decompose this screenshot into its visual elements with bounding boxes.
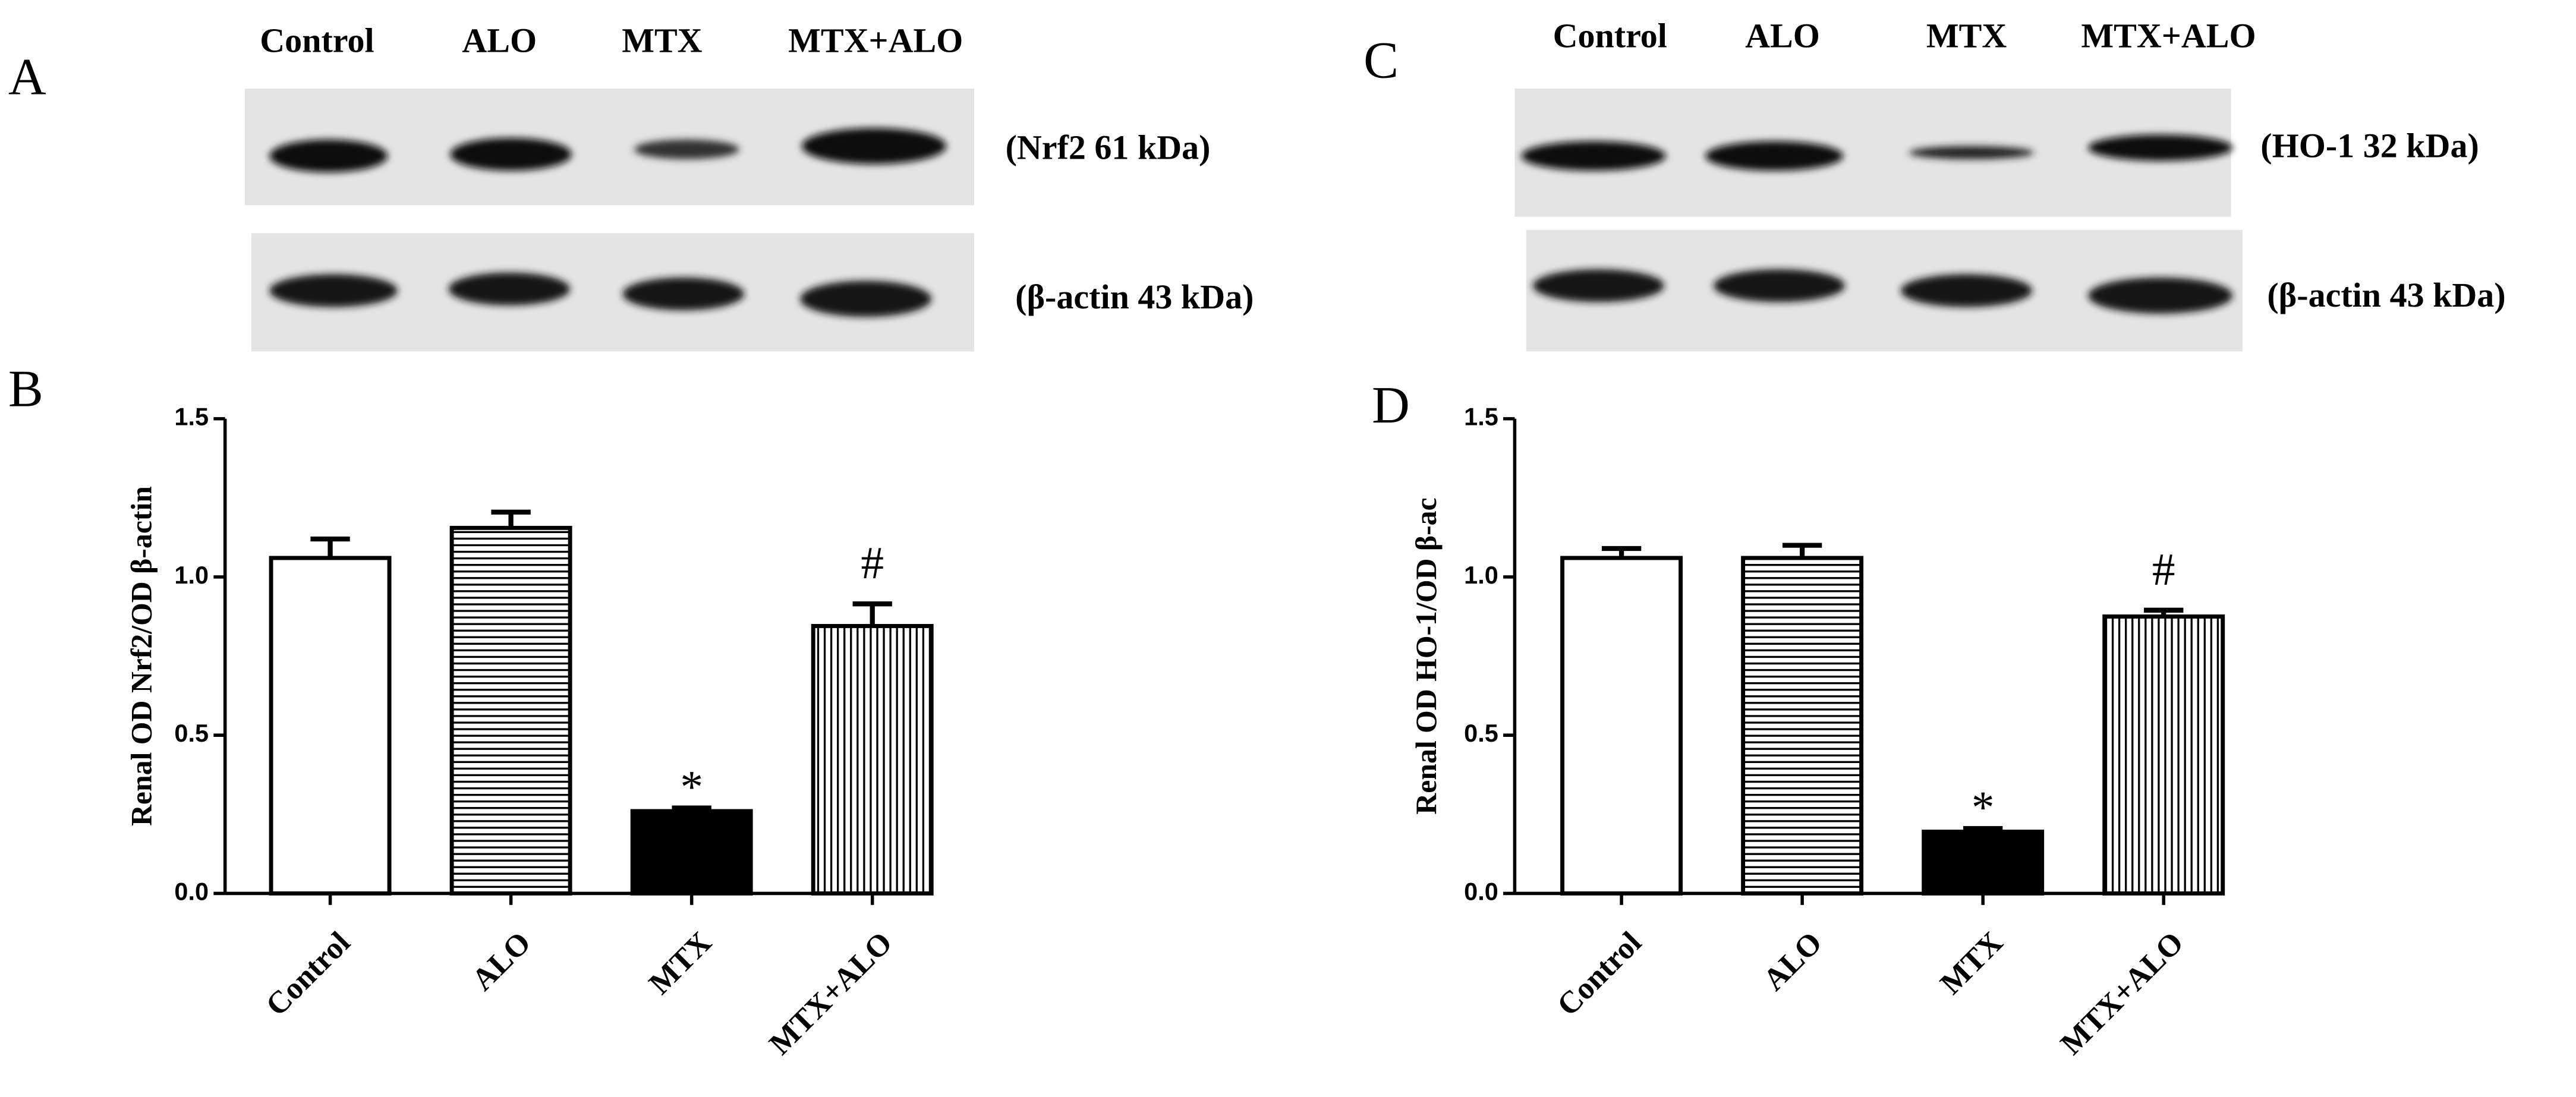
- band: [1532, 269, 1664, 302]
- x-tick-label: MTX: [1933, 925, 2010, 1001]
- blot-c-images: [1514, 89, 2243, 352]
- x-tick-label: MTX+ALO: [2054, 925, 2190, 1061]
- bar: [269, 556, 392, 896]
- significance-mark: *: [1972, 781, 1995, 833]
- band: [1713, 269, 1846, 302]
- significance-mark: #: [2152, 544, 2175, 595]
- y-tick-label: 0.0: [174, 877, 209, 905]
- band-label: (HO-1 32 kDa): [2260, 127, 2479, 165]
- band-label: (β-actin 43 kDa): [2267, 276, 2505, 314]
- panel-letter: B: [8, 360, 43, 418]
- y-tick-label: 1.0: [174, 561, 209, 589]
- band: [622, 277, 745, 311]
- band: [634, 139, 739, 159]
- band: [448, 272, 571, 305]
- band: [800, 280, 932, 317]
- x-tick-label: MTX+ALO: [763, 925, 899, 1061]
- panel-letter: A: [8, 48, 46, 106]
- y-axis-label: Renal OD Nrf2/OD β-actin: [125, 486, 158, 826]
- band: [269, 274, 398, 307]
- bar: [630, 809, 753, 896]
- band: [801, 128, 947, 165]
- y-tick-label: 0.5: [1464, 719, 1498, 747]
- bar: [811, 623, 934, 896]
- y-tick-label: 0.5: [174, 719, 209, 747]
- x-tick-label: ALO: [1756, 925, 1828, 997]
- bar: [1560, 556, 1683, 896]
- lane-label: MTX+ALO: [2081, 16, 2256, 55]
- bar: [1741, 556, 1864, 896]
- band: [450, 137, 572, 171]
- lane-label: MTX: [622, 21, 702, 60]
- band: [1521, 141, 1666, 171]
- bar: [449, 525, 572, 896]
- y-tick-label: 1.0: [1464, 561, 1498, 589]
- y-tick-label: 1.5: [174, 403, 209, 431]
- panel-letter: D: [1372, 376, 1410, 434]
- bar: [1922, 830, 2045, 896]
- bar: [2102, 614, 2225, 896]
- band: [269, 139, 388, 173]
- band: [2088, 134, 2233, 161]
- band: [2088, 277, 2233, 314]
- significance-mark: *: [680, 761, 703, 812]
- lane-label: ALO: [1745, 16, 1820, 55]
- band: [1900, 274, 2033, 307]
- lane-label: MTX: [1926, 16, 2007, 55]
- y-tick-label: 1.5: [1464, 403, 1498, 431]
- x-tick-label: ALO: [465, 925, 537, 997]
- lane-label: MTX+ALO: [788, 21, 963, 60]
- band: [1705, 141, 1844, 171]
- y-tick-label: 0.0: [1464, 877, 1498, 905]
- blot-a-images: [244, 89, 975, 352]
- x-tick-label: Control: [259, 925, 357, 1023]
- lane-label: ALO: [462, 21, 537, 60]
- x-tick-label: Control: [1551, 925, 1648, 1023]
- y-axis-label: Renal OD HO-1/OD β-ac: [1410, 497, 1443, 814]
- lane-label: Control: [1553, 16, 1667, 55]
- x-tick-label: MTX: [643, 925, 719, 1001]
- panel-letter: C: [1363, 31, 1399, 90]
- band-label: (β-actin 43 kDa): [1015, 278, 1254, 316]
- lane-label: Control: [260, 21, 374, 60]
- significance-mark: #: [861, 537, 884, 588]
- band: [1909, 146, 2034, 159]
- band-label: (Nrf2 61 kDa): [1006, 128, 1211, 166]
